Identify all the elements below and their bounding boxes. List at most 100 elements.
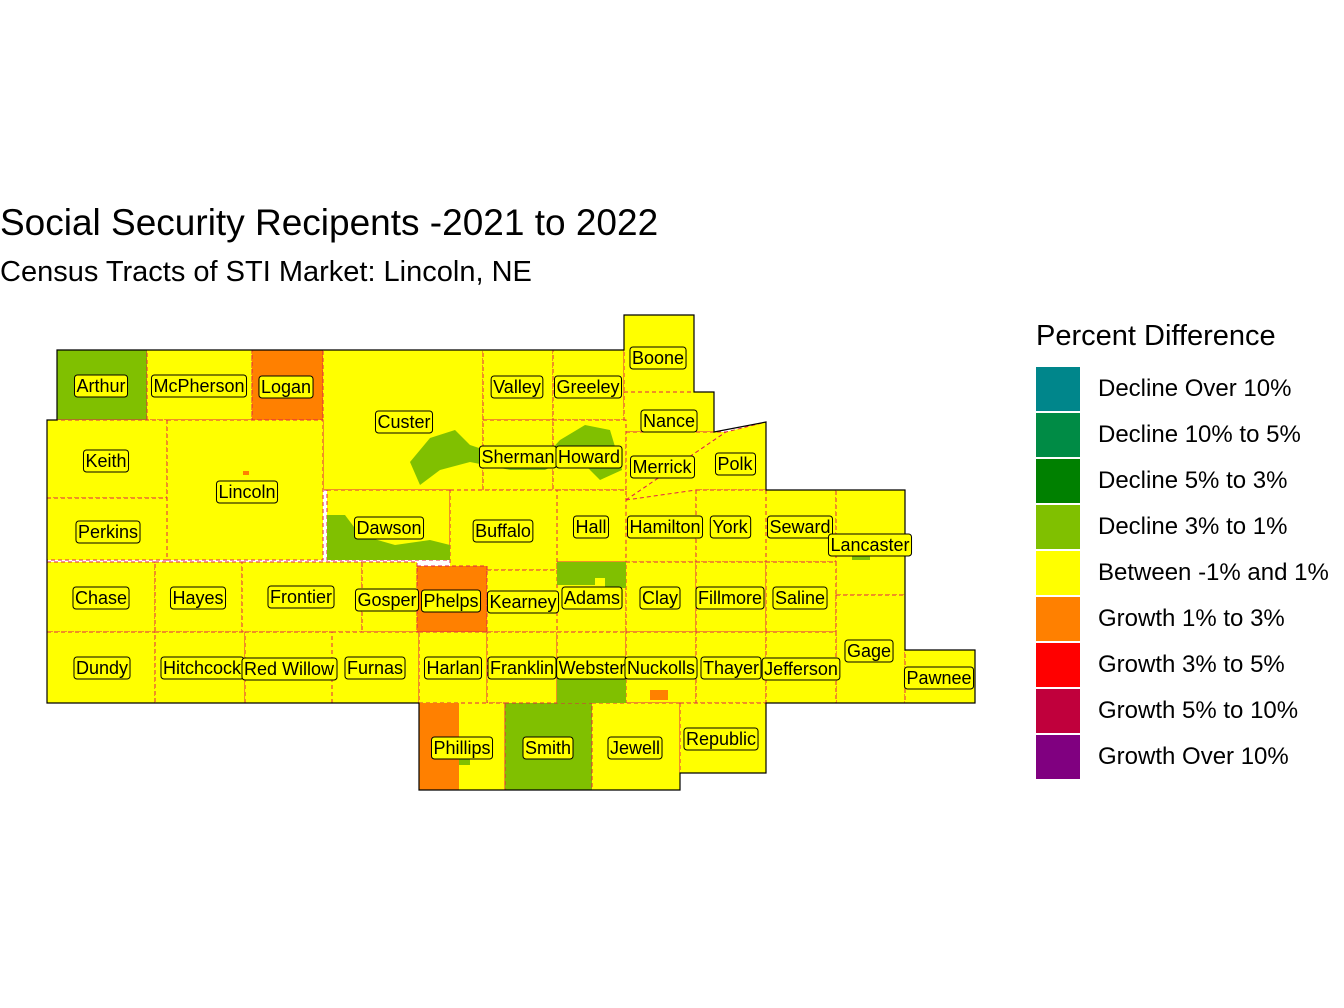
legend-item: Between -1% and 1%: [1036, 551, 1329, 597]
county-label-text: Red Willow: [244, 659, 335, 679]
county-label-box: [639, 586, 681, 610]
county-label: Red Willow: [241, 657, 338, 681]
county-label-text: Greeley: [556, 377, 619, 397]
county-label-text: Pawnee: [906, 668, 971, 688]
county-label-box: [354, 588, 420, 612]
legend-label: Growth Over 10%: [1098, 743, 1289, 770]
market-boundary: [46, 314, 976, 791]
county-label-text: Fillmore: [698, 588, 762, 608]
county-label-text: Jefferson: [764, 659, 838, 679]
county-label: Hall: [572, 515, 610, 539]
tract-patch: [410, 425, 622, 485]
county-label-text: Franklin: [490, 658, 554, 678]
county-label-text: Harlan: [426, 658, 479, 678]
legend-item: Growth Over 10%: [1036, 735, 1289, 781]
county-label-box: [695, 586, 765, 610]
county-label: Hitchcock: [160, 656, 245, 680]
county-label-text: Custer: [377, 412, 430, 432]
county-label-box: [430, 736, 494, 760]
county-label: Greeley: [553, 375, 623, 399]
county-label-text: Gosper: [357, 590, 416, 610]
county-label: Smith: [522, 736, 574, 760]
county-label-text: Smith: [525, 738, 571, 758]
county-label-text: Sherman: [481, 447, 554, 467]
county-label-text: Buffalo: [475, 521, 531, 541]
county-label: Dundy: [73, 656, 131, 680]
county-label-text: Hayes: [172, 588, 223, 608]
legend-swatch: [1036, 413, 1080, 457]
county-label: Gosper: [354, 588, 420, 612]
county-label: Harlan: [423, 656, 483, 680]
county-label-box: [561, 586, 623, 610]
county-label-box: [374, 410, 434, 434]
legend: Percent Difference Decline Over 10% Decli…: [1036, 320, 1329, 781]
county-label: Thayer: [700, 656, 762, 680]
legend-item: Decline Over 10%: [1036, 367, 1291, 413]
county-label-text: Polk: [717, 454, 753, 474]
county-label-box: [423, 656, 483, 680]
county-label-box: [344, 656, 406, 680]
county-label-text: Nance: [643, 411, 695, 431]
county-label-text: Frontier: [270, 587, 332, 607]
county-label-box: [709, 515, 752, 539]
legend-swatch: [1036, 459, 1080, 503]
county-label: Polk: [714, 452, 757, 476]
county-label-text: Keith: [85, 451, 126, 471]
county-label-box: [766, 515, 834, 539]
tract-patch: [650, 690, 668, 700]
county-label-text: Furnas: [347, 658, 403, 678]
county-label-box: [73, 374, 129, 398]
county-label-box: [772, 586, 828, 610]
county-label: Lincoln: [215, 480, 279, 504]
county-label-text: Lancaster: [830, 535, 909, 555]
county-label-box: [150, 374, 248, 398]
market-outline: [46, 314, 976, 791]
legend-swatch: [1036, 505, 1080, 549]
legend-items: Decline Over 10% Decline 10% to 5% Decline…: [1036, 367, 1329, 781]
legend-label: Growth 5% to 10%: [1098, 697, 1299, 724]
county-label: Chase: [72, 586, 130, 610]
county-label: Merrick: [630, 455, 695, 479]
legend-label: Decline 10% to 5%: [1098, 421, 1301, 448]
county-label: Jefferson: [761, 657, 841, 681]
county-label-box: [844, 639, 894, 663]
county-label-text: Dundy: [76, 658, 128, 678]
legend-item: Growth 5% to 10%: [1036, 689, 1298, 735]
county-label-box: [629, 346, 687, 370]
county-label: Franklin: [487, 656, 557, 680]
county-label: Nuckolls: [624, 656, 698, 680]
county-label: Saline: [772, 586, 828, 610]
county-label-box: [624, 656, 698, 680]
county-label-box: [522, 736, 574, 760]
legend-swatch: [1036, 735, 1080, 779]
legend-item: Decline 3% to 1%: [1036, 505, 1287, 551]
county-label: Phillips: [430, 736, 494, 760]
legend-item: Decline 5% to 3%: [1036, 459, 1287, 505]
county-label-text: Dawson: [356, 518, 421, 538]
legend-swatch: [1036, 643, 1080, 687]
legend-label: Growth 3% to 5%: [1098, 651, 1285, 678]
county-label: Dawson: [353, 516, 425, 540]
county-label-box: [267, 585, 335, 609]
county-label-box: [626, 515, 704, 539]
county-label-box: [241, 657, 338, 681]
county-label-text: Hitchcock: [163, 658, 242, 678]
county-label: Phelps: [420, 589, 482, 613]
legend-label: Decline 3% to 1%: [1098, 513, 1288, 540]
county-label-box: [761, 657, 841, 681]
county-label-box: [683, 727, 759, 751]
county-label-text: Lincoln: [218, 482, 275, 502]
county-label-text: Webster: [559, 658, 626, 678]
county-label-box: [75, 520, 141, 544]
county-label-box: [353, 516, 425, 540]
county-label: McPherson: [150, 374, 248, 398]
county-label: Hayes: [169, 586, 227, 610]
county-label-text: Phillips: [433, 738, 490, 758]
county-label: Kearney: [486, 590, 560, 614]
county-label: Jewell: [607, 736, 663, 760]
tract-patch: [243, 471, 249, 475]
county-label-box: [82, 449, 130, 473]
county-label-text: Hamilton: [629, 517, 700, 537]
county-label-box: [640, 409, 698, 433]
county-label: Custer: [374, 410, 434, 434]
